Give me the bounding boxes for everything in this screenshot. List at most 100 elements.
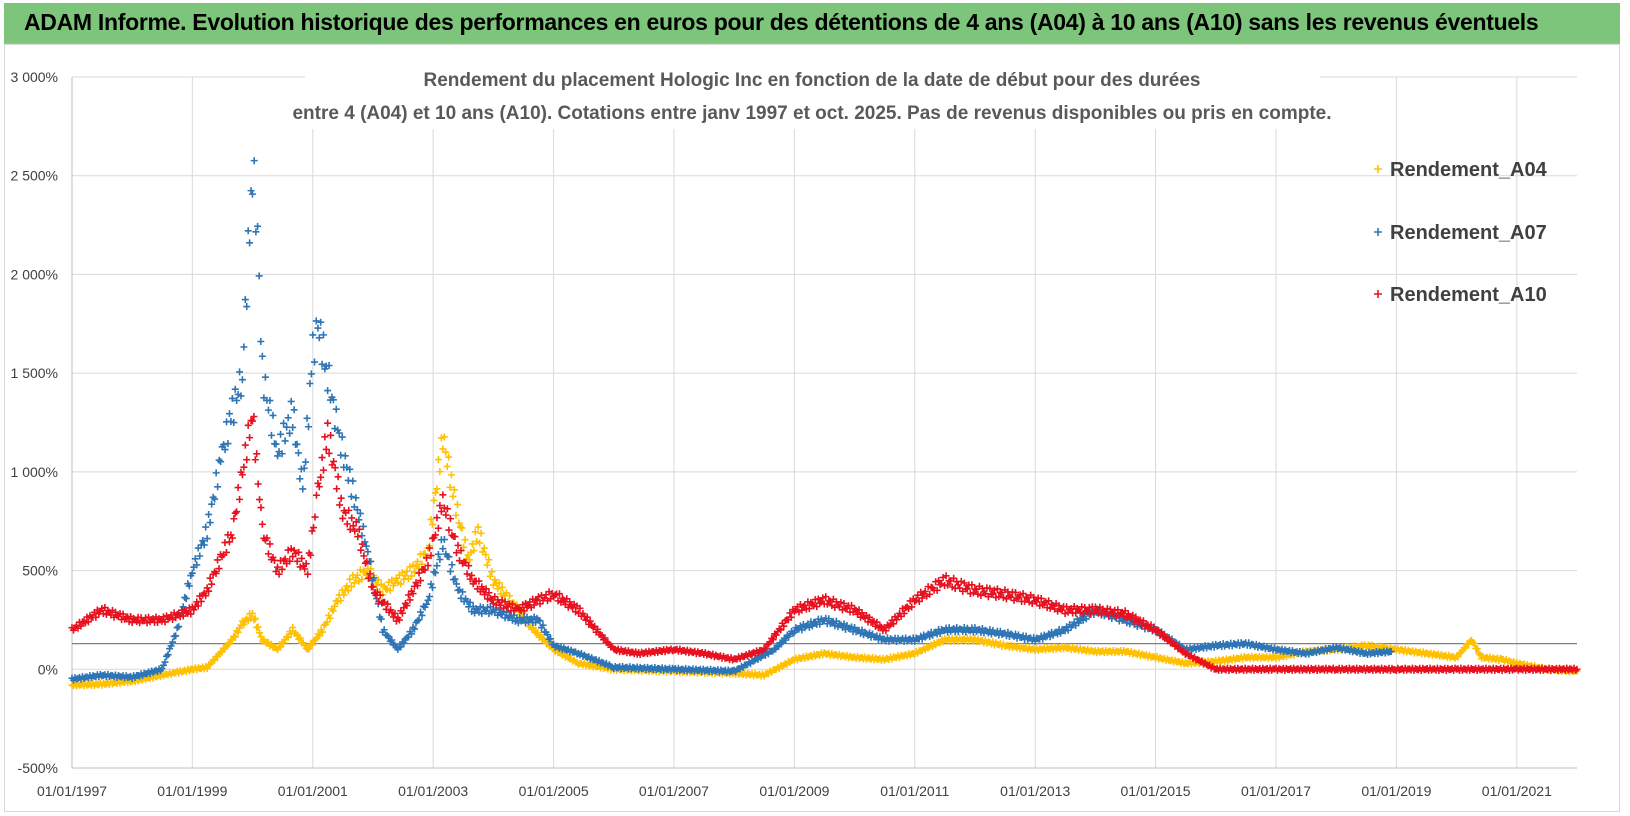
rendement-a07-point xyxy=(284,414,292,422)
rendement-a04-point xyxy=(374,576,382,584)
rendement-a04-point xyxy=(488,568,496,576)
rendement-a10-point xyxy=(266,540,274,548)
rendement-a10-point xyxy=(421,566,429,574)
rendement-a10-point xyxy=(995,593,1003,601)
rendement-a04-point xyxy=(431,489,439,497)
y-tick-label: -500% xyxy=(18,760,58,776)
rendement-a07-point xyxy=(250,157,258,165)
rendement-a07-point xyxy=(211,495,219,503)
rendement-a07-point xyxy=(1075,619,1083,627)
rendement-a10-point xyxy=(594,625,602,633)
rendement-a10-point xyxy=(321,433,329,441)
rendement-a07-point xyxy=(236,368,244,376)
rendement-a07-point xyxy=(167,642,175,650)
rendement-a07-point xyxy=(181,593,189,601)
rendement-a10-point xyxy=(442,511,450,519)
rendement-a04-point xyxy=(1473,645,1481,653)
rendement-a10-point xyxy=(364,574,372,582)
rendement-a07-point xyxy=(266,397,274,405)
rendement-a10-point xyxy=(179,612,187,620)
rendement-a10-point xyxy=(431,531,439,539)
rendement-a10-point xyxy=(238,471,246,479)
rendement-a10-point xyxy=(264,550,272,558)
x-tick-label: 01/01/2017 xyxy=(1241,783,1311,799)
rendement-a07-point xyxy=(224,440,232,448)
rendement-a07-point xyxy=(281,437,289,445)
rendement-a10-point xyxy=(520,607,528,615)
rendement-a07-point xyxy=(332,405,340,413)
rendement-a10-point xyxy=(286,557,294,565)
rendement-a07-point xyxy=(359,522,367,530)
rendement-a07-point xyxy=(311,358,319,366)
rendement-a10-point xyxy=(301,565,309,573)
rendement-a07-point xyxy=(775,643,783,651)
rendement-a07-point xyxy=(1387,648,1395,656)
rendement-a04-point xyxy=(428,520,436,528)
rendement-a07-point xyxy=(335,429,343,437)
title-background xyxy=(305,63,1320,129)
rendement-a10-point xyxy=(333,485,341,493)
rendement-a10-point xyxy=(363,558,371,566)
rendement-a10-point xyxy=(215,565,223,573)
rendement-a10-point xyxy=(443,505,451,513)
rendement-a04-point xyxy=(450,486,458,494)
rendement-a10-point xyxy=(240,463,248,471)
rendement-a07-point xyxy=(338,433,346,441)
rendement-a10-point xyxy=(398,609,406,617)
data-points xyxy=(68,157,1581,690)
rendement-a10-point xyxy=(357,546,365,554)
rendement-a10-point xyxy=(813,603,821,611)
rendement-a04-point xyxy=(358,575,366,583)
rendement-a04-point xyxy=(468,540,476,548)
rendement-a10-point xyxy=(583,613,591,621)
legend-marker-icon xyxy=(1374,290,1382,298)
rendement-a04-point xyxy=(307,640,315,648)
rendement-a04-point xyxy=(234,628,242,636)
y-tick-label: 2 000% xyxy=(11,266,58,282)
rendement-a07-point xyxy=(547,635,555,643)
rendement-a10-point xyxy=(194,602,202,610)
rendement-a10-point xyxy=(355,525,363,533)
rendement-a07-point xyxy=(433,562,441,570)
rendement-a07-point xyxy=(358,532,366,540)
rendement-a10-point xyxy=(963,585,971,593)
y-tick-label: 0% xyxy=(38,661,58,677)
rendement-a10-point xyxy=(236,495,244,503)
rendement-a10-point xyxy=(190,606,198,614)
rendement-a10-point xyxy=(256,496,264,504)
rendement-a10-point xyxy=(987,590,995,598)
rendement-a10-point xyxy=(508,600,516,608)
banner-title: ADAM Informe. Evolution historique des p… xyxy=(24,9,1539,35)
x-tick-label: 01/01/1997 xyxy=(37,783,107,799)
rendement-a07-point xyxy=(418,611,426,619)
rendement-a07-point xyxy=(314,324,322,332)
x-tick-label: 01/01/2001 xyxy=(278,783,348,799)
rendement-a07-point xyxy=(238,376,246,384)
rendement-a04-point xyxy=(449,492,457,500)
rendement-a10-point xyxy=(403,602,411,610)
rendement-a10-point xyxy=(119,610,127,618)
rendement-a07-point xyxy=(296,475,304,483)
rendement-a07-point xyxy=(307,370,315,378)
rendement-a10-point xyxy=(225,538,233,546)
rendement-a10-point xyxy=(389,613,397,621)
rendement-a10-point xyxy=(337,494,345,502)
rendement-a07-point xyxy=(397,643,405,651)
rendement-a10-point xyxy=(310,524,318,532)
rendement-a10-point xyxy=(214,556,222,564)
rendement-a10-point xyxy=(1005,592,1013,600)
rendement-a10-point xyxy=(840,599,848,607)
rendement-a07-point xyxy=(196,552,204,560)
rendement-a10-point xyxy=(250,413,258,421)
rendement-a07-point xyxy=(309,331,317,339)
rendement-a10-point xyxy=(787,613,795,621)
rendement-a04-point xyxy=(353,571,361,579)
rendement-a07-point xyxy=(1082,615,1090,623)
rendement-a07-point xyxy=(312,317,320,325)
rendement-a04-point xyxy=(289,623,297,631)
rendement-a07-point xyxy=(428,584,436,592)
rendement-a10-point xyxy=(312,491,320,499)
rendement-a04-point xyxy=(430,496,438,504)
rendement-a10-point xyxy=(1158,629,1166,637)
x-tick-label: 01/01/2009 xyxy=(759,783,829,799)
